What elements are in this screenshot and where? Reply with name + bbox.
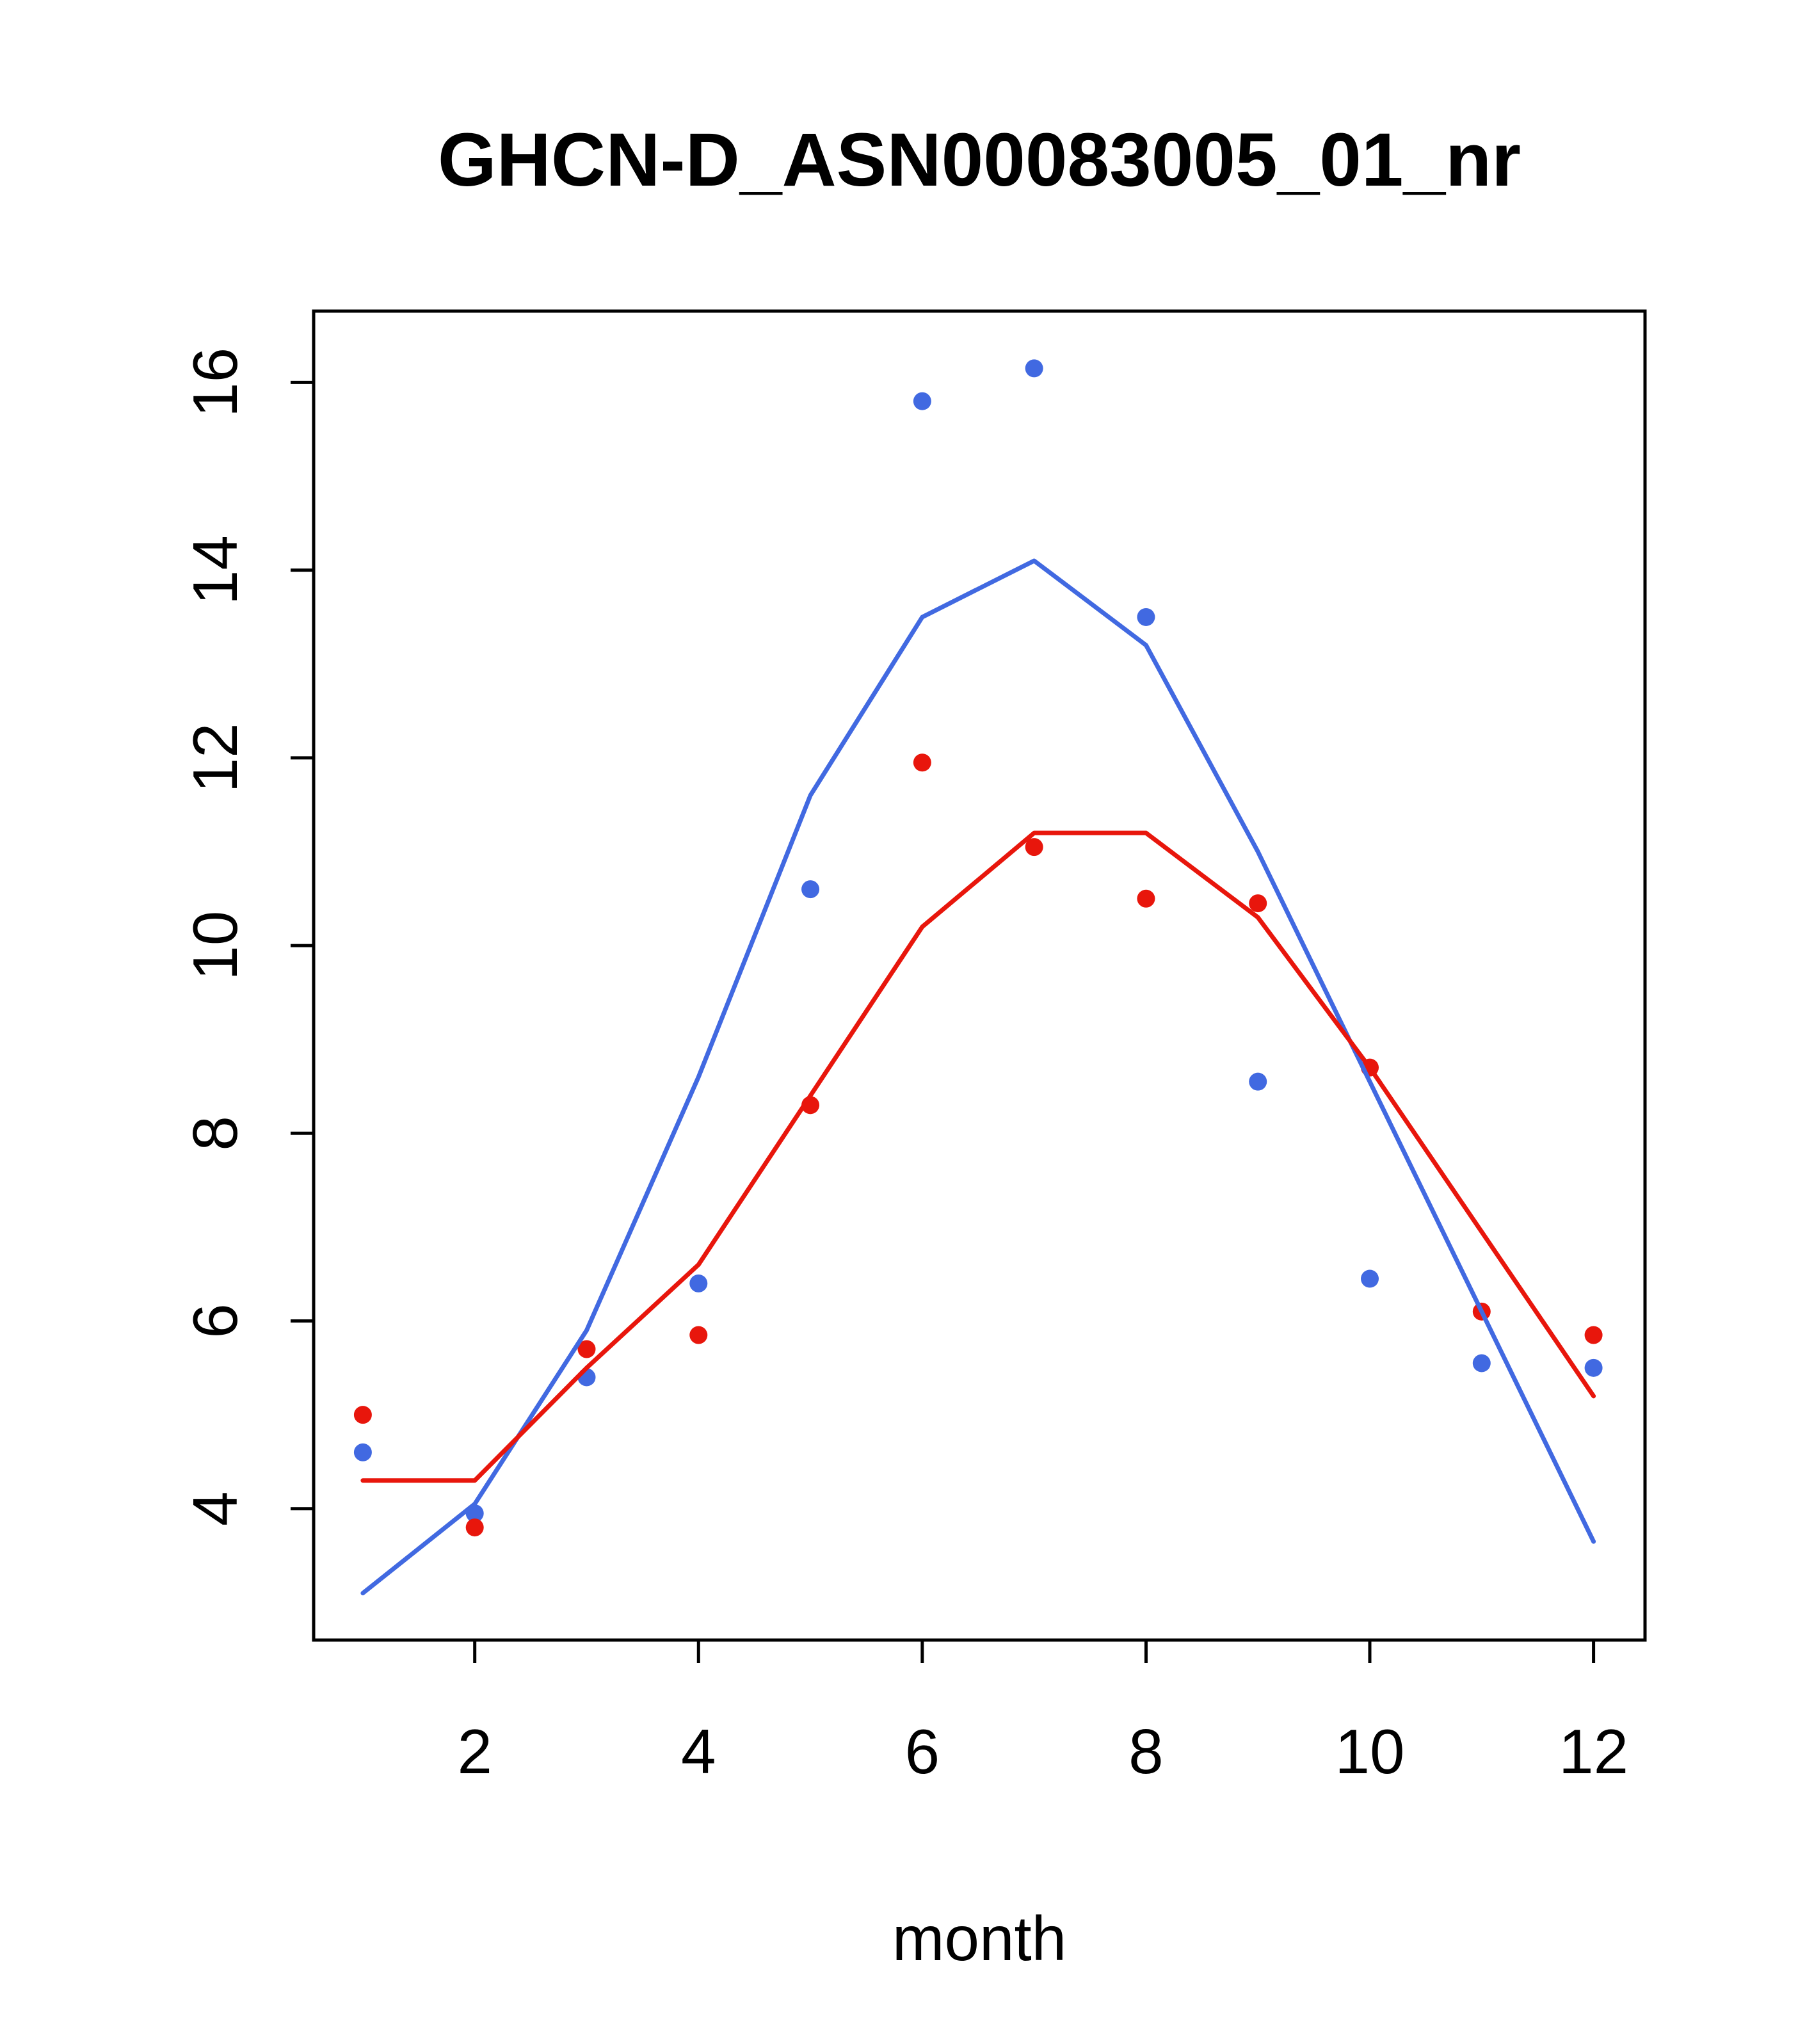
series-red-line xyxy=(360,830,1596,1483)
plot-border xyxy=(312,309,1647,1642)
blue-points-marker xyxy=(1584,1358,1603,1377)
series-blue-points xyxy=(353,359,1603,1523)
y-tick-label: 10 xyxy=(180,911,250,981)
blue-points-marker xyxy=(1249,1072,1267,1091)
blue-points-marker xyxy=(801,880,820,899)
red-points-marker xyxy=(1249,894,1267,913)
y-tick-label: 14 xyxy=(180,535,250,605)
red-points-marker xyxy=(689,1326,708,1344)
blue-points-marker xyxy=(1472,1354,1491,1372)
x-tick-label: 6 xyxy=(905,1716,940,1787)
y-tick-label: 6 xyxy=(180,1303,250,1339)
y-tick-label: 8 xyxy=(180,1116,250,1151)
red-points-marker xyxy=(353,1406,372,1424)
blue-points-marker xyxy=(913,392,931,410)
red-points-marker xyxy=(577,1340,596,1358)
chart-title: GHCN-D_ASN00083005_01_nr xyxy=(438,118,1521,202)
y-axis: 4 6 8 10 12 14 16 xyxy=(180,348,314,1526)
blue-points-marker xyxy=(353,1443,372,1461)
x-tick-label: 4 xyxy=(681,1716,716,1787)
series-red-points xyxy=(353,753,1603,1537)
red-points-marker xyxy=(913,753,931,772)
red-points-marker xyxy=(1025,838,1043,857)
y-tick-label: 4 xyxy=(180,1491,250,1526)
chart-content: 2 4 6 8 10 12 4 6 8 10 12 14 16 xyxy=(180,348,1628,1787)
red-line-path xyxy=(360,830,1596,1483)
x-tick-label: 10 xyxy=(1335,1716,1405,1787)
x-axis: 2 4 6 8 10 12 xyxy=(457,1640,1628,1787)
x-tick-label: 2 xyxy=(457,1716,492,1787)
red-points-marker xyxy=(465,1518,484,1537)
x-tick-label: 8 xyxy=(1128,1716,1164,1787)
blue-line-path xyxy=(360,558,1596,1596)
x-tick-label: 12 xyxy=(1559,1716,1628,1787)
blue-points-marker xyxy=(689,1274,708,1292)
y-tick-label: 16 xyxy=(180,348,250,417)
series-blue-line xyxy=(360,558,1596,1596)
red-points-marker xyxy=(1584,1326,1603,1344)
y-tick-label: 12 xyxy=(180,723,250,793)
blue-points-marker xyxy=(1137,608,1155,626)
blue-points-marker xyxy=(1361,1269,1379,1288)
red-points-marker xyxy=(1137,889,1155,908)
x-axis-label: month xyxy=(892,1903,1066,1974)
blue-points-marker xyxy=(1025,359,1043,378)
